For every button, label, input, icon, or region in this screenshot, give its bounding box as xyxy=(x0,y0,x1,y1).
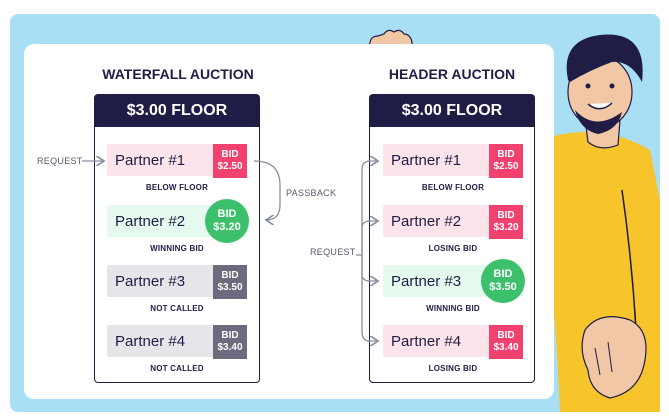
header-request-label: REQUEST xyxy=(310,247,356,257)
bid-word: BID xyxy=(493,268,513,280)
partner-label: Partner #2 xyxy=(391,212,462,230)
bid-word: BID xyxy=(221,149,239,160)
bid-badge: BID $2.50 xyxy=(489,144,523,178)
bid-badge: BID $3.20 xyxy=(205,199,249,243)
waterfall-partner-4-row: Partner #4 BID $3.40 xyxy=(107,325,247,359)
partner-label: Partner #1 xyxy=(391,151,462,169)
bid-word: BID xyxy=(497,330,515,341)
header-floor-banner: $3.00 FLOOR xyxy=(370,95,534,127)
header-caption-3: WINNING BID xyxy=(426,304,480,313)
header-auction-title: HEADER AUCTION xyxy=(388,66,516,82)
header-caption-4: LOSING BID xyxy=(428,364,478,373)
bid-badge: BID $2.50 xyxy=(213,144,247,178)
bid-value: $3.20 xyxy=(213,221,241,233)
bid-value: $3.50 xyxy=(489,281,517,293)
passback-label: PASSBACK xyxy=(286,188,337,198)
bid-value: $3.40 xyxy=(217,342,243,353)
waterfall-partner-3-row: Partner #3 BID $3.50 xyxy=(107,265,247,299)
header-caption-2: LOSING BID xyxy=(428,244,478,253)
waterfall-caption-4: NOT CALLED xyxy=(150,364,204,373)
bid-badge: BID $3.50 xyxy=(481,259,525,303)
bid-value: $3.20 xyxy=(493,222,519,233)
fanout-arrow-2 xyxy=(361,221,378,255)
partner-label: Partner #1 xyxy=(115,151,186,169)
bid-badge: BID $3.50 xyxy=(213,265,247,299)
bid-word: BID xyxy=(221,270,239,281)
bid-value: $3.40 xyxy=(493,342,519,353)
waterfall-floor-banner: $3.00 FLOOR xyxy=(95,95,259,127)
bid-badge: BID $3.40 xyxy=(213,325,247,359)
partner-label: Partner #3 xyxy=(115,272,186,290)
partner-label: Partner #3 xyxy=(391,272,462,290)
header-caption-1: BELOW FLOOR xyxy=(421,183,485,192)
bid-word: BID xyxy=(221,330,239,341)
waterfall-caption-1: BELOW FLOOR xyxy=(145,183,209,192)
waterfall-request-label: REQUEST xyxy=(37,156,83,166)
header-partner-4-row: Partner #4 BID $3.40 xyxy=(383,325,523,359)
bid-value: $3.50 xyxy=(217,282,243,293)
partner-label: Partner #4 xyxy=(391,332,462,350)
passback-arrow xyxy=(253,160,281,220)
fanout-arrow-1 xyxy=(361,161,378,255)
fanout-arrow-3 xyxy=(361,255,378,281)
bid-word: BID xyxy=(497,210,515,221)
bid-word: BID xyxy=(497,149,515,160)
partner-label: Partner #2 xyxy=(115,212,186,230)
waterfall-caption-2: WINNING BID xyxy=(150,244,204,253)
waterfall-partner-1-row: Partner #1 BID $2.50 xyxy=(107,144,247,178)
waterfall-caption-3: NOT CALLED xyxy=(150,304,204,313)
waterfall-title: WATERFALL AUCTION xyxy=(102,66,254,82)
fanout-arrow-4 xyxy=(361,255,378,341)
bid-word: BID xyxy=(217,208,237,220)
partner-label: Partner #4 xyxy=(115,332,186,350)
bid-value: $2.50 xyxy=(493,161,519,172)
bid-badge: BID $3.40 xyxy=(489,325,523,359)
header-partner-2-row: Partner #2 BID $3.20 xyxy=(383,205,523,239)
header-partner-1-row: Partner #1 BID $2.50 xyxy=(383,144,523,178)
bid-badge: BID $3.20 xyxy=(489,205,523,239)
bid-value: $2.50 xyxy=(217,161,243,172)
